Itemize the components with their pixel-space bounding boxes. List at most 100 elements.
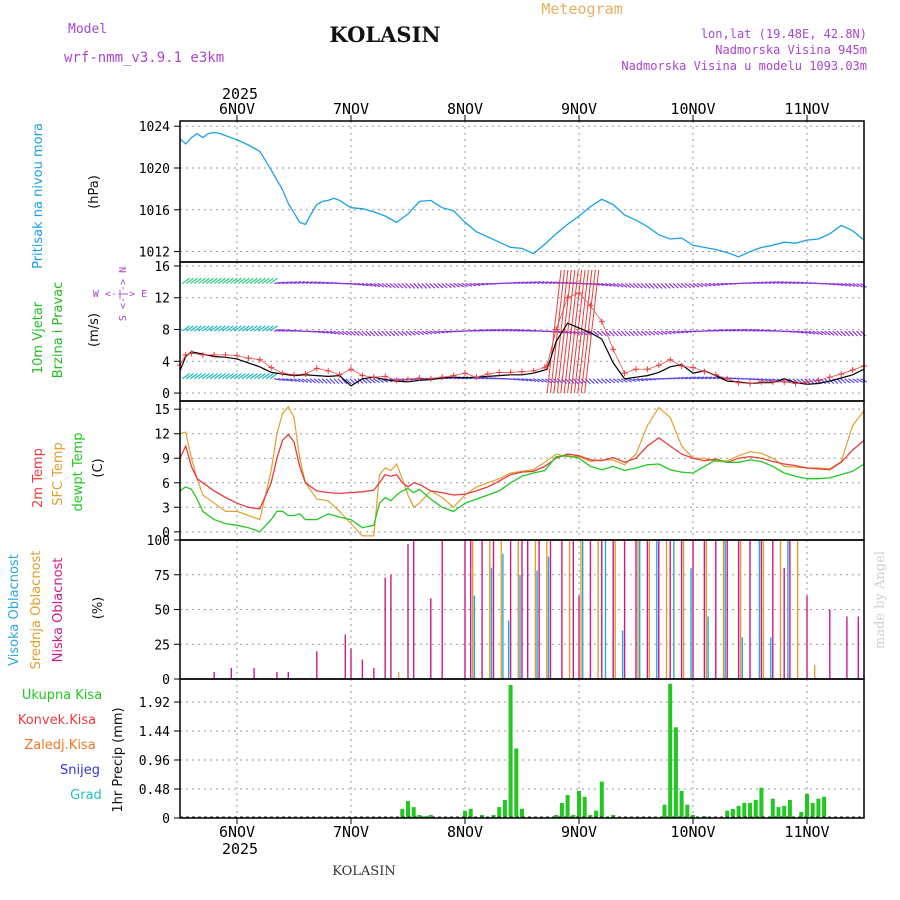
wind-barb: [720, 282, 728, 286]
wind-barb: [197, 325, 206, 332]
wind-barb: [652, 283, 659, 289]
wind-barb: [852, 378, 859, 384]
wind-barb: [552, 378, 560, 384]
storm-barb: [550, 269, 565, 394]
y-tick-label: 1016: [139, 204, 170, 219]
wind-barb: [600, 330, 607, 337]
wind-barb: [840, 282, 848, 287]
wind-barb: [796, 281, 804, 285]
wind-barb: [680, 282, 687, 289]
cloud-panel: 0 25 50 75 100: [147, 534, 865, 688]
wind-barb: [604, 282, 612, 287]
coords: lon,lat (19.48E, 42.8N): [701, 27, 867, 41]
wind-barb: [373, 282, 381, 288]
storm-barb: [560, 269, 576, 394]
bottom-day-labels: 6NOV 7NOV 8NOV 9NOV 10NOV 11NOV: [219, 818, 830, 841]
wind-barb: [337, 378, 344, 385]
wind-barb: [676, 376, 685, 380]
wind-barb: [832, 282, 840, 286]
day-label-bottom: 9NOV: [561, 823, 597, 841]
wind-barb: [596, 378, 603, 384]
wind-barb: [433, 282, 440, 289]
day-label-bottom: 6NOV: [219, 823, 255, 841]
wind-barb: [209, 325, 218, 332]
wind-barb: [537, 378, 544, 383]
storm-barb: [556, 269, 572, 394]
wind-barb: [385, 282, 392, 289]
wind-barb: [429, 330, 437, 335]
day-label-top: 10NOV: [670, 100, 715, 118]
wind-barb: [628, 378, 636, 382]
precip-bar: [662, 804, 667, 818]
wind-barb: [501, 328, 509, 332]
high-cloud-label: Visoka Oblacnost: [7, 554, 22, 666]
storm-barb: [570, 269, 586, 394]
wind-barb: [265, 325, 274, 332]
model-label: Model: [68, 22, 107, 37]
wind-barb: [624, 378, 632, 383]
wind-barb: [836, 330, 843, 337]
wind-label: 10m Vjetar: [31, 301, 46, 374]
day-label-top: 8NOV: [447, 100, 483, 118]
wind-barb: [229, 277, 238, 284]
wind-barb: [513, 281, 521, 285]
wind-barb: [269, 325, 278, 332]
precip-bar: [423, 816, 428, 818]
precip-bar: [679, 790, 684, 818]
wind-barb: [477, 329, 485, 332]
wind-barb: [525, 378, 533, 382]
storm-barb: [584, 269, 600, 394]
wind-barb: [241, 325, 250, 332]
wind-barb: [648, 283, 655, 289]
wind-barb: [417, 330, 425, 336]
wind-barb: [353, 378, 360, 384]
wind-barb: [712, 329, 721, 332]
day-label-top: 7NOV: [333, 100, 369, 118]
wind-compass-vertical: S <-|-> N: [118, 267, 129, 321]
wind-barb: [405, 330, 412, 336]
wind-barb: [321, 281, 329, 285]
precip-bar: [770, 798, 775, 818]
wind-barb: [225, 325, 234, 332]
wind-barb: [313, 378, 320, 384]
precip-bar: [577, 790, 581, 818]
wind-barb: [616, 282, 624, 288]
wind-barb: [660, 283, 667, 289]
wind-barb: [445, 282, 452, 289]
wind-barb: [529, 378, 537, 383]
wind-barb: [804, 330, 812, 335]
wind-barb: [205, 373, 214, 380]
wind-barb: [541, 281, 549, 285]
wind-barb: [568, 378, 575, 385]
wind-barb: [261, 325, 270, 332]
wind-barb: [325, 330, 333, 335]
wind-barb: [229, 373, 238, 380]
wind-barb: [820, 330, 827, 336]
wind-barb: [365, 330, 372, 337]
wind-barb: [537, 281, 545, 285]
wind-barb: [756, 378, 764, 382]
wind-strip: [181, 373, 868, 385]
wind-barb: [848, 378, 855, 384]
wind-barb: [289, 281, 297, 285]
wind-barb: [369, 330, 376, 337]
wind-barb: [229, 325, 238, 332]
wind-barb: [812, 378, 819, 385]
precip-bar: [594, 810, 599, 818]
pressure-panel: 1012 1016 1020 1024: [139, 120, 865, 263]
wind-barb: [485, 377, 493, 380]
wind-barb: [189, 373, 198, 380]
wind-barb: [533, 281, 541, 285]
wind-barb: [185, 373, 194, 380]
wind-barb: [664, 283, 671, 289]
wind-barb: [197, 277, 206, 284]
wind-barb: [185, 325, 194, 332]
day-label-top: 9NOV: [561, 100, 597, 118]
wind-barb: [349, 378, 356, 385]
precip-bar: [782, 805, 787, 818]
precip-hail-label: Grad: [70, 788, 102, 803]
wind-barb: [237, 325, 246, 332]
wind-barb: [233, 277, 242, 284]
storm-barb: [573, 269, 589, 394]
wind-barb: [664, 330, 672, 335]
